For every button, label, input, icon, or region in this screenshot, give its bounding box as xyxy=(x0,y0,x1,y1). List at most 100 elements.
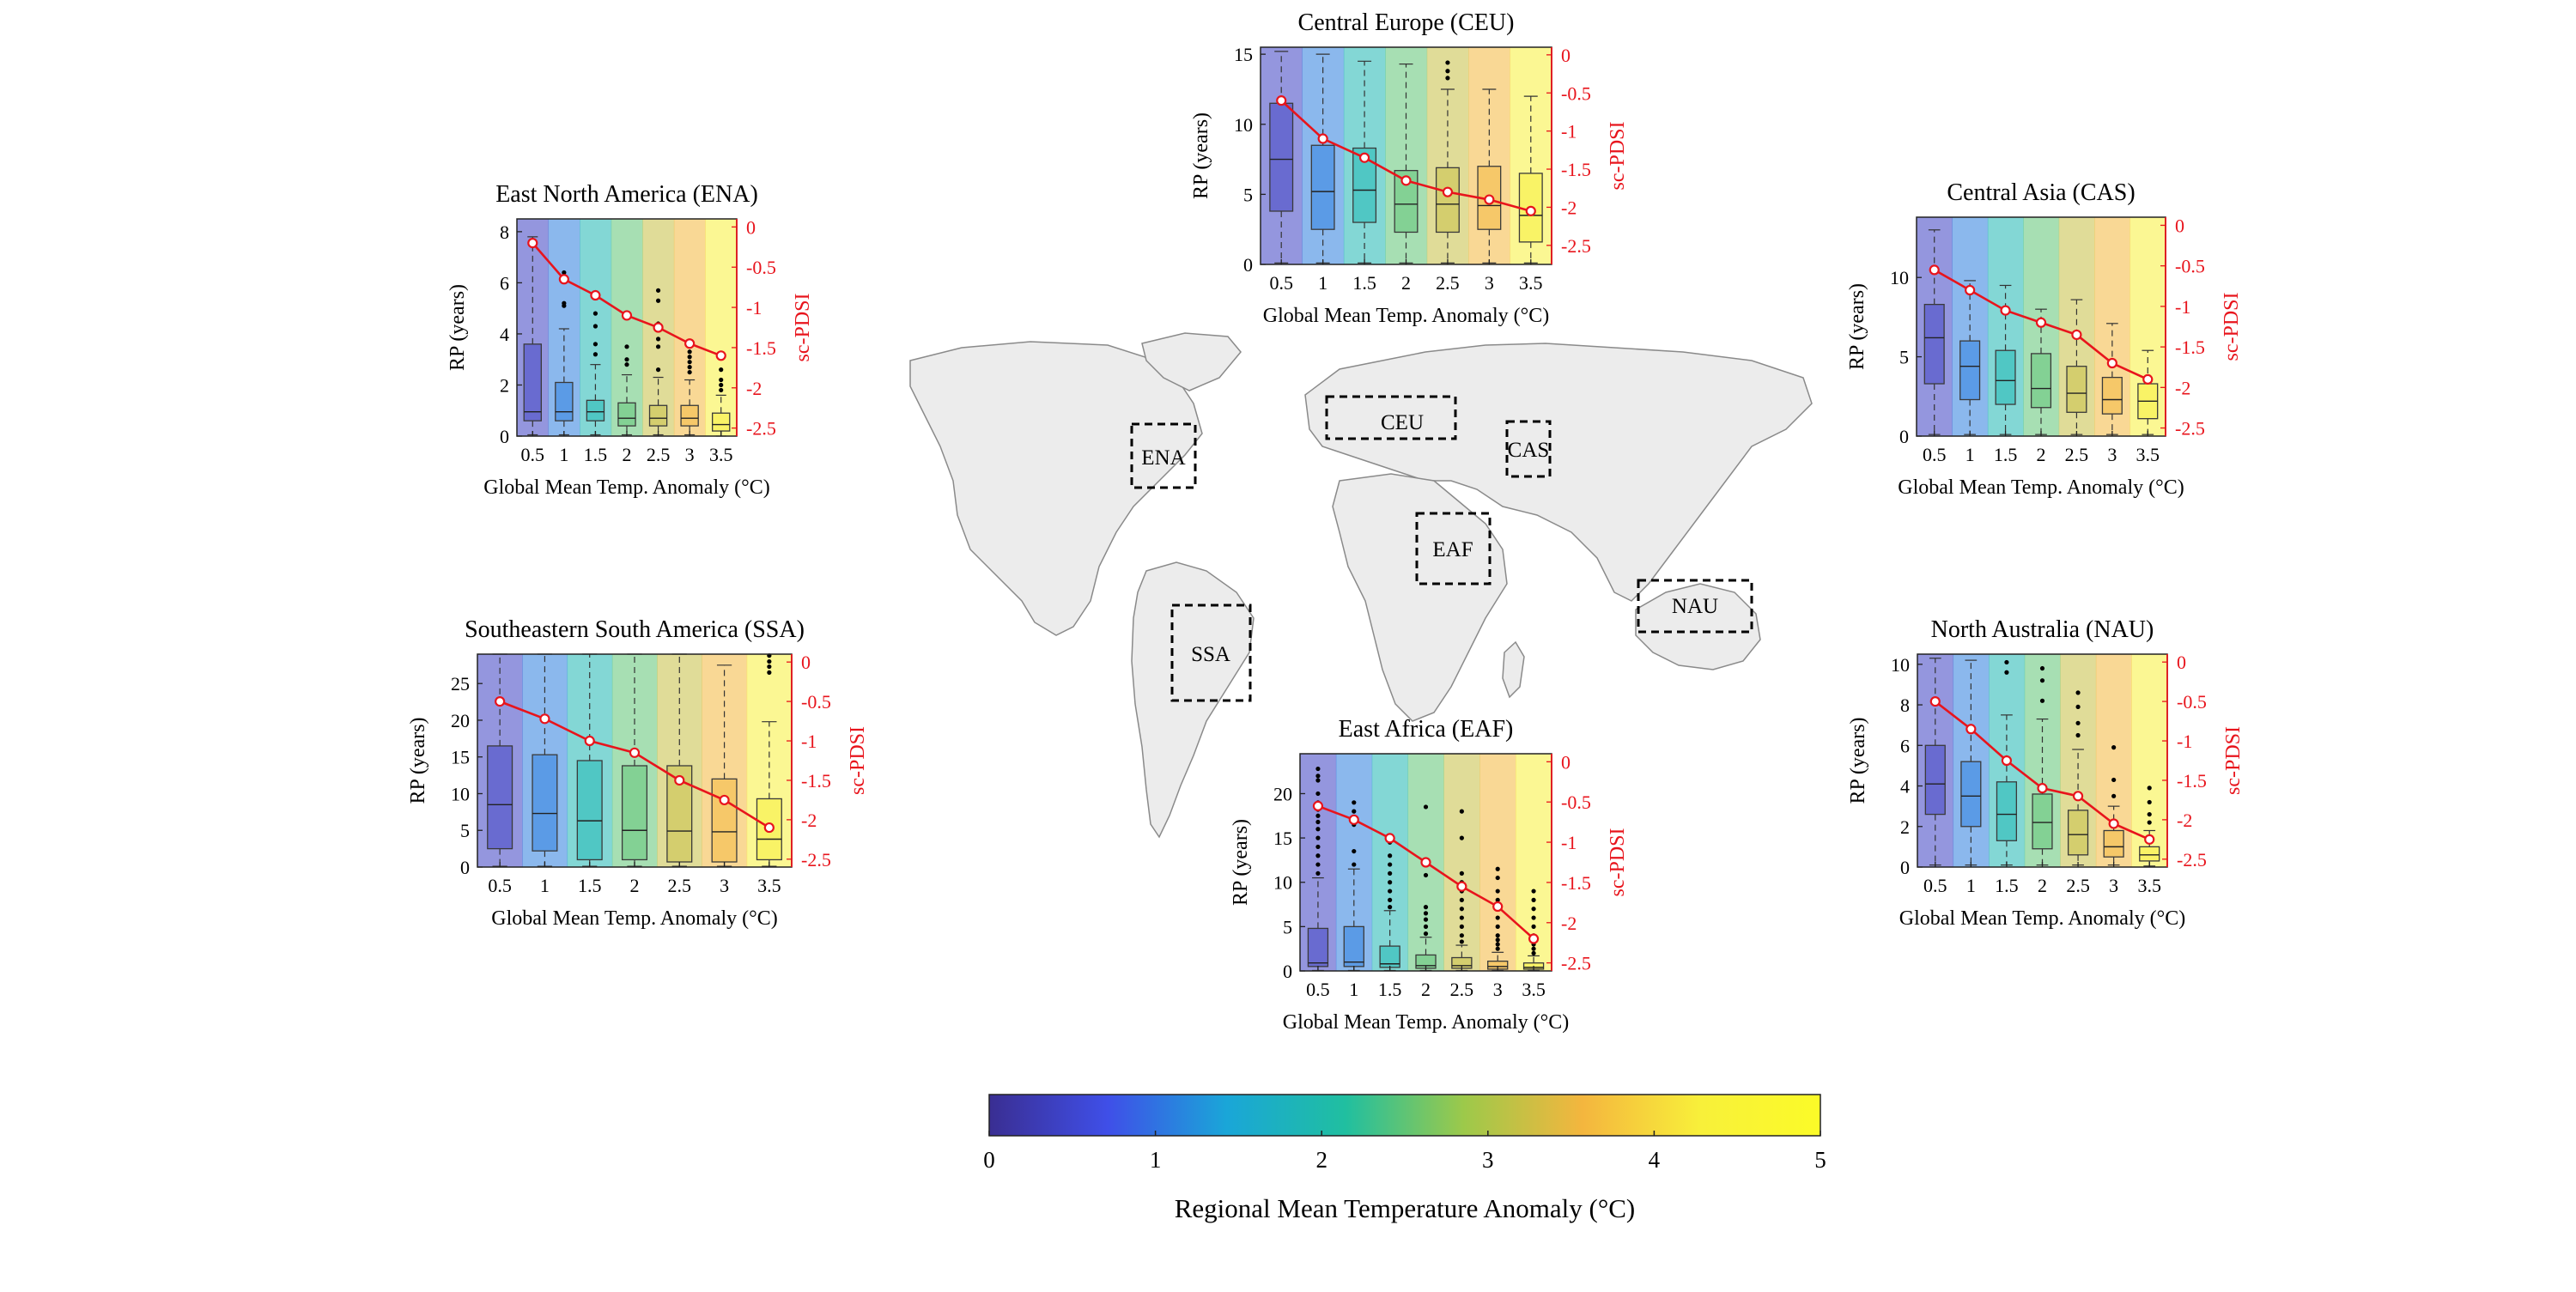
outlier-point xyxy=(2111,777,2117,783)
y2-tick-label: -1.5 xyxy=(1561,159,1591,180)
pdsi-marker xyxy=(2144,834,2155,845)
x-tick-label: 3.5 xyxy=(709,444,733,465)
outlier-point xyxy=(1531,946,1536,951)
outlier-point xyxy=(1352,862,1357,867)
box-iqr xyxy=(1995,349,2016,405)
box-iqr xyxy=(487,745,513,850)
boxplot xyxy=(487,653,513,867)
panel-eaf: 0 5 10 15 20 0.5 1 1.5 2 2.5 3 3.5 0 -0.5 -1 -1.5 -2 -2.5… xyxy=(1230,716,1629,1034)
map-region-label-ceu: CEU xyxy=(1381,411,1424,434)
outlier-point xyxy=(1388,870,1393,876)
map-region-label-cas: CAS xyxy=(1508,439,1550,462)
y2-tick-label: -1 xyxy=(1561,121,1577,143)
boxplot xyxy=(1924,658,1946,866)
outlier-point xyxy=(1445,76,1450,81)
pdsi-marker xyxy=(558,274,569,285)
outlier-point xyxy=(767,670,772,675)
outlier-point xyxy=(1445,60,1450,65)
x-tick-label: 2 xyxy=(2037,444,2046,465)
colorbar-tick-label: 0 xyxy=(983,1147,995,1173)
x-tick-label: 0.5 xyxy=(1269,272,1293,294)
y2-tick-label: 0 xyxy=(1561,45,1571,66)
outlier-point xyxy=(1315,819,1321,825)
outlier-point xyxy=(2147,786,2152,791)
pdsi-marker xyxy=(1965,284,1976,296)
outlier-point xyxy=(2039,678,2045,683)
y2-axis-label: sc-PDSI xyxy=(847,726,869,795)
x-tick-label: 3 xyxy=(720,875,729,896)
pdsi-marker xyxy=(584,735,595,747)
panel-title: East North America (ENA) xyxy=(495,181,758,208)
outlier-point xyxy=(1388,897,1393,902)
box-iqr xyxy=(1923,303,1945,385)
outlier-point xyxy=(719,377,724,383)
pdsi-marker xyxy=(527,238,538,249)
map-region-box-nau xyxy=(1637,579,1753,634)
boxplot xyxy=(1307,766,1329,972)
pdsi-marker xyxy=(1312,800,1324,812)
y-tick-label: 25 xyxy=(451,673,470,695)
boxplot xyxy=(523,236,542,436)
temperature-band xyxy=(705,219,738,436)
y2-tick-label: -2 xyxy=(1561,197,1577,218)
x-tick-label: 1 xyxy=(1966,875,1976,896)
outlier-point xyxy=(1423,931,1429,937)
colorbar-tick-label: 3 xyxy=(1482,1147,1494,1173)
y2-tick-label: -0.5 xyxy=(2177,691,2207,713)
outlier-point xyxy=(1315,813,1321,818)
outlier-point xyxy=(1423,917,1429,922)
box-iqr xyxy=(712,412,731,432)
pdsi-marker xyxy=(653,322,664,333)
outlier-point xyxy=(2004,670,2009,675)
outlier-point xyxy=(2075,720,2081,725)
panel-ceu: 0 5 10 15 0.5 1 1.5 2 2.5 3 3.5 0 -0.5 -1 -1.5 -2 -2.5 Ce… xyxy=(1190,9,1629,327)
box-iqr xyxy=(2030,353,2052,409)
pdsi-marker xyxy=(1929,696,1941,707)
outlier-point xyxy=(592,342,598,347)
colorbar-label: Regional Mean Temperature Anomaly (°C) xyxy=(1175,1193,1636,1223)
outlier-point xyxy=(1315,844,1321,850)
outlier-point xyxy=(1315,862,1321,867)
map-region-label-nau: NAU xyxy=(1672,595,1718,618)
y2-tick-label: -1.5 xyxy=(746,337,776,359)
outlier-point xyxy=(719,387,724,393)
outlier-point xyxy=(2147,820,2152,825)
pdsi-marker xyxy=(1484,194,1495,205)
outlier-point xyxy=(1495,946,1500,951)
y2-axis-label: sc-PDSI xyxy=(2221,292,2243,361)
colorbar-tick-label: 5 xyxy=(1814,1147,1826,1173)
outlier-point xyxy=(2147,811,2152,817)
x-axis-label: Global Mean Temp. Anomaly (°C) xyxy=(1283,1011,1569,1034)
y2-tick-label: -2.5 xyxy=(1561,953,1591,974)
y2-tick-label: -0.5 xyxy=(1561,82,1591,104)
x-axis-label: Global Mean Temp. Anomaly (°C) xyxy=(483,476,769,499)
outlier-point xyxy=(1423,872,1429,878)
y2-tick-label: 0 xyxy=(801,652,811,673)
pdsi-marker xyxy=(1525,205,1536,216)
outlier-point xyxy=(2075,732,2081,738)
panel-ena: 0 2 4 6 8 0.5 1 1.5 2 2.5 3 3.5 0 -0.5 -1 -1.5 -2 -2.5 Eas… xyxy=(447,181,814,499)
outlier-point xyxy=(1459,924,1464,929)
outlier-point xyxy=(655,367,661,373)
y-tick-label: 20 xyxy=(451,710,470,731)
y-tick-label: 0 xyxy=(500,426,509,447)
y2-tick-label: -2.5 xyxy=(1561,235,1591,257)
boxplot xyxy=(621,653,648,867)
boxplot xyxy=(1379,840,1400,972)
outlier-point xyxy=(767,658,772,664)
outlier-point xyxy=(1388,880,1393,885)
x-tick-label: 1.5 xyxy=(1378,979,1402,1000)
panel-title: Central Europe (CEU) xyxy=(1298,9,1515,36)
pdsi-marker xyxy=(2001,755,2013,767)
y2-tick-label: 0 xyxy=(2175,215,2184,236)
pdsi-marker xyxy=(1348,814,1359,825)
outlier-point xyxy=(562,270,567,276)
outlier-point xyxy=(1495,875,1500,881)
y2-axis-label: sc-PDSI xyxy=(792,293,814,361)
outlier-point xyxy=(1531,889,1536,894)
y2-tick-label: 0 xyxy=(1561,751,1571,773)
map-region-box-ena xyxy=(1130,422,1197,489)
pdsi-marker xyxy=(2071,329,2082,341)
pdsi-marker xyxy=(719,794,730,806)
y-tick-label: 5 xyxy=(460,820,470,841)
